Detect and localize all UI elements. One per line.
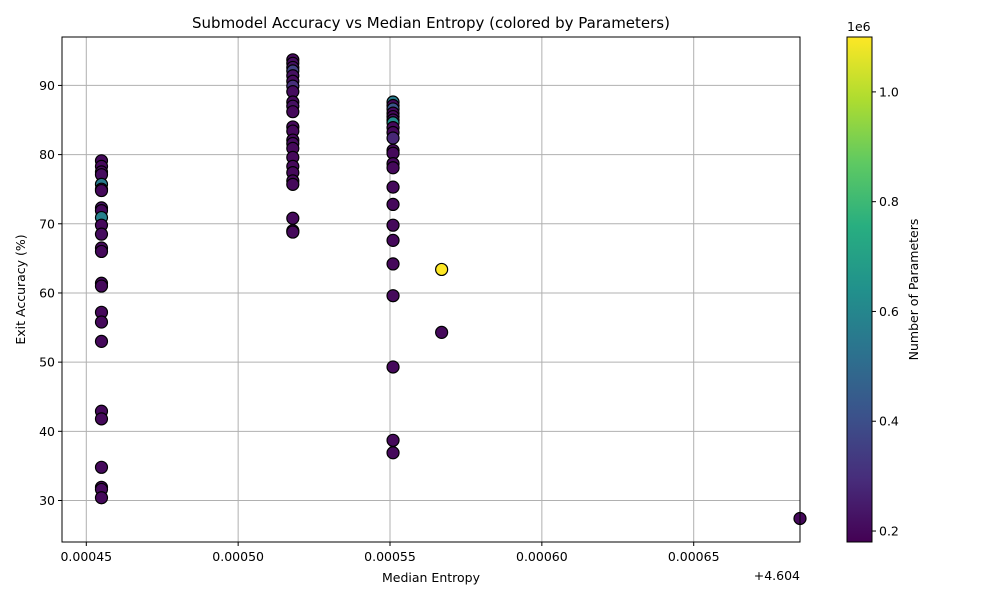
colorbar-gradient	[846, 36, 873, 543]
y-tick-label: 60	[39, 285, 55, 300]
data-point	[94, 334, 109, 348]
data-point	[94, 315, 109, 329]
data-point	[386, 180, 400, 194]
data-point	[386, 197, 400, 212]
colorbar-label: Number of Parameters	[906, 219, 921, 361]
y-axis-label: Exit Accuracy (%)	[13, 234, 28, 344]
x-offset-label: +4.604	[754, 568, 800, 583]
data-point	[435, 325, 449, 339]
data-point	[94, 491, 109, 505]
data-point	[386, 433, 400, 447]
chart-title: Submodel Accuracy vs Median Entropy (col…	[192, 14, 670, 32]
x-tick-label: 0.00065	[668, 549, 720, 564]
data-point	[386, 360, 400, 374]
data-point	[386, 446, 400, 460]
x-tick-label: 0.00055	[364, 549, 416, 564]
data-point	[386, 161, 400, 175]
data-point	[386, 289, 400, 303]
colorbar-tick-label: 0.4	[879, 414, 899, 429]
data-point	[94, 279, 109, 293]
y-tick-label: 80	[39, 147, 55, 162]
data-point	[286, 225, 300, 239]
data-point	[94, 412, 109, 426]
axes-layer: 0.00045 0.00050 0.00055 0.00060 0.00065 30 40 5…	[39, 78, 719, 564]
x-axis-label: Median Entropy	[382, 570, 481, 585]
data-point	[386, 233, 400, 247]
y-tick-label: 70	[39, 216, 55, 231]
data-point	[286, 211, 300, 225]
data-point	[94, 244, 109, 259]
data-point	[386, 218, 400, 232]
plot-frame	[61, 36, 801, 543]
colorbar: 0.2 0.4 0.6 0.8 1.0 1e6 Number of Parameters	[846, 19, 921, 543]
grid-layer	[62, 37, 800, 542]
data-point	[94, 183, 109, 198]
points-layer	[94, 53, 807, 526]
y-tick-label: 50	[39, 355, 55, 370]
y-tick-label: 30	[39, 493, 55, 508]
y-tick-label: 40	[39, 424, 55, 439]
data-point	[386, 131, 400, 145]
colorbar-tick-label: 0.6	[879, 304, 899, 319]
data-point	[286, 177, 300, 191]
colorbar-tick-label: 1.0	[879, 84, 899, 99]
data-point	[386, 257, 400, 271]
colorbar-tick-label: 0.8	[879, 194, 899, 209]
colorbar-scale-label: 1e6	[847, 19, 871, 34]
colorbar-tick-label: 0.2	[879, 524, 899, 539]
y-tick-label: 90	[39, 78, 55, 93]
data-point	[435, 262, 449, 277]
data-point	[94, 227, 109, 241]
data-point	[94, 460, 109, 474]
x-tick-label: 0.00050	[212, 549, 264, 564]
x-tick-label: 0.00045	[60, 549, 112, 564]
x-tick-label: 0.00060	[516, 549, 568, 564]
data-point	[286, 105, 300, 119]
colorbar-ticks: 0.2 0.4 0.6 0.8 1.0	[872, 84, 899, 539]
